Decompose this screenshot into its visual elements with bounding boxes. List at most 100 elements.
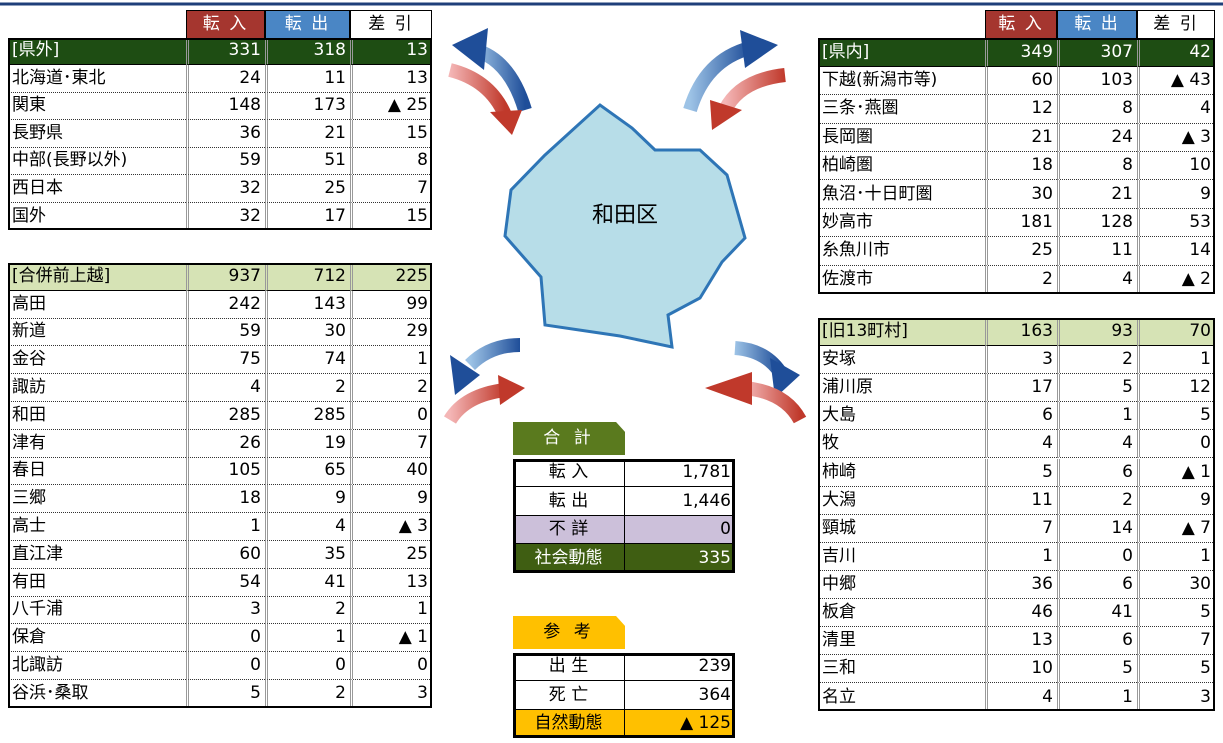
summary-value: 0 [625, 515, 735, 545]
table-cell: 4 [1057, 430, 1137, 459]
table-cell: 105 [186, 457, 265, 486]
arrows [443, 28, 807, 424]
table-cell: 0 [186, 652, 265, 680]
table-cell: 0 [1057, 542, 1137, 571]
table-cell: 1 [1137, 542, 1215, 571]
table-cell: 59 [186, 318, 265, 347]
table-cell: 65 [265, 457, 350, 486]
table-cell: 柏崎圏 [818, 152, 985, 181]
table-cell: 36 [985, 570, 1057, 599]
table-cell: 15 [350, 120, 432, 148]
table-cell: 53 [1137, 208, 1215, 238]
table-cell: 54 [186, 568, 265, 597]
table-cell: 金谷 [8, 346, 186, 375]
table-cell: 285 [265, 402, 350, 430]
table-cell: 大島 [818, 402, 985, 431]
table-cell: 中郷 [818, 571, 985, 599]
table-cell: 30 [265, 318, 350, 347]
ward-label: 和田区 [592, 203, 658, 228]
table-cell: 8 [350, 147, 432, 175]
table-cell: 4 [985, 683, 1057, 712]
table-cell: 12 [985, 95, 1057, 124]
table-cell: 長岡圏 [818, 124, 985, 152]
table-cell: 1 [186, 513, 265, 541]
table-cell: 36 [186, 120, 265, 148]
table-cell: 6 [985, 402, 1057, 431]
table-cell: 北海道･東北 [8, 65, 186, 93]
table-cell: 10 [985, 655, 1057, 684]
total-cell: [県外] [8, 37, 186, 65]
table-cell: 7 [350, 429, 432, 458]
table-cell: 6 [1057, 570, 1137, 599]
total-cell: 349 [985, 38, 1057, 67]
table-cell: 佐渡市 [822, 269, 873, 290]
table-cell: 15 [350, 202, 432, 230]
summary-value: 335 [625, 544, 735, 573]
table-cell: 19 [265, 429, 350, 458]
total-cell: 331 [186, 37, 265, 65]
table-cell: 25 [265, 175, 350, 203]
table-cell: 下越(新潟市等) [818, 67, 985, 96]
table-cell: 4 [1057, 265, 1137, 294]
table-cell: 181 [985, 208, 1057, 238]
table-cell: 99 [350, 290, 432, 319]
table-cell: 14 [1057, 514, 1137, 543]
table-cell: 9 [350, 485, 432, 514]
table-cell: 173 [265, 92, 350, 120]
table-cell: 1 [1137, 346, 1215, 375]
column-header: 差 引 [1137, 10, 1215, 39]
total-cell: 13 [350, 37, 432, 65]
summary-value: 364 [625, 681, 735, 710]
table-cell: 0 [350, 652, 432, 680]
table-cell: 24 [1057, 123, 1137, 152]
table-cell: 11 [1057, 237, 1137, 266]
table-cell: ▲ 43 [1137, 66, 1215, 96]
table-cell: 国外 [12, 205, 46, 226]
table-cell: 諏訪 [8, 374, 186, 402]
table-cell: 浦川原 [818, 374, 985, 403]
summary-value: 239 [625, 653, 735, 682]
table-cell: 5 [1057, 655, 1137, 684]
table-cell: 2 [265, 680, 350, 708]
table-cell: ▲ 3 [350, 513, 432, 541]
table-cell: 6 [1057, 627, 1137, 656]
column-header: 転 入 [186, 10, 265, 38]
table-cell: 0 [186, 624, 265, 653]
table-cell: 5 [1137, 599, 1215, 628]
table-cell: 直江津 [8, 541, 186, 569]
table-cell: 60 [985, 66, 1057, 96]
table-cell: 8 [1057, 95, 1137, 124]
table-cell: 41 [1057, 599, 1137, 628]
column-header: 転 出 [1057, 10, 1137, 39]
table-cell: 北諏訪 [8, 652, 186, 680]
summary-value: 1,781 [625, 459, 735, 488]
table-cell: 新道 [8, 319, 186, 347]
table-cell: 三和 [818, 655, 985, 684]
table-cell: 有田 [8, 569, 186, 597]
total-cell: 42 [1137, 38, 1215, 67]
table-cell: 18 [985, 152, 1057, 181]
table-cell: ▲ 1 [1137, 458, 1215, 487]
table-cell: 17 [265, 202, 350, 230]
table-cell: ▲ 3 [1137, 123, 1215, 152]
table-cell: 5 [1137, 402, 1215, 431]
table-cell: 三条･燕圏 [818, 95, 985, 124]
column-header: 転 出 [265, 10, 350, 38]
summary-label: 社会動態 [513, 544, 625, 573]
table-cell: 2 [985, 265, 1057, 294]
table-cell: 7 [1137, 627, 1215, 656]
table-cell: 5 [985, 458, 1057, 487]
table-cell: 0 [350, 402, 432, 430]
table-cell: 糸魚川市 [818, 237, 985, 266]
total-cell: 70 [1137, 318, 1215, 347]
table-cell: 2 [265, 374, 350, 402]
table-cell: 143 [265, 290, 350, 319]
table-cell: 谷浜･桑取 [12, 683, 89, 704]
table-cell: 59 [186, 147, 265, 175]
table-cell: 4 [985, 430, 1057, 459]
table-cell: 4 [1137, 95, 1215, 124]
table-cell: 高士 [8, 513, 186, 541]
table-cell: 関東 [8, 93, 186, 120]
table-cell: 11 [265, 65, 350, 93]
